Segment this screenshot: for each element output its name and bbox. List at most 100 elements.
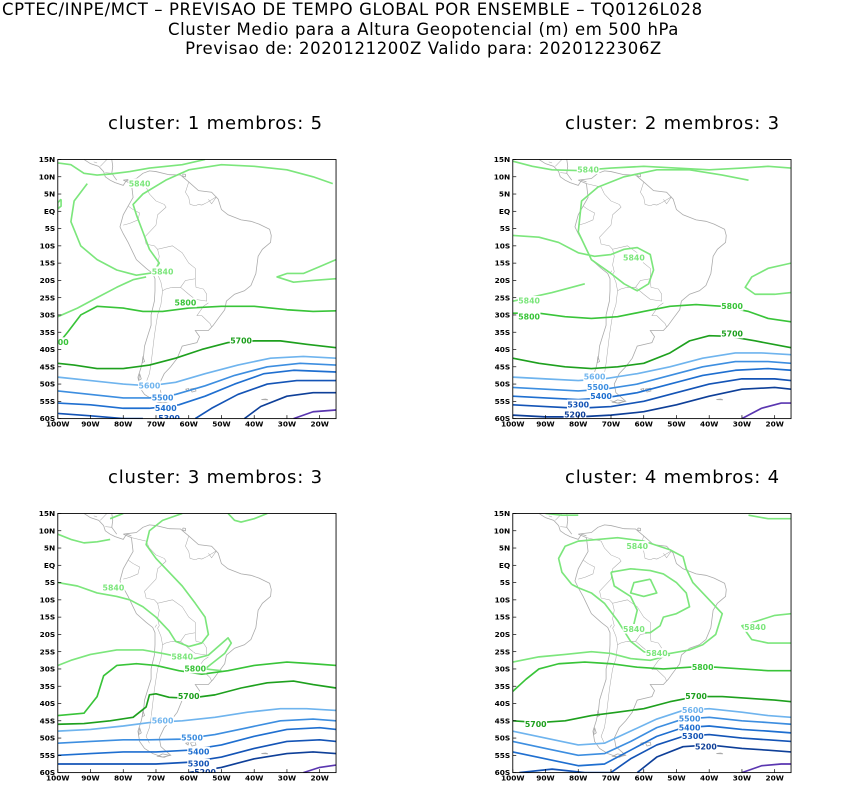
lat-tick-label: 15S [495,613,511,622]
lon-tick-label: 80W [569,773,587,782]
contour-5840 [741,612,792,644]
contour-5100 [741,763,792,773]
lat-tick-label: EQ [44,561,55,570]
lat-tick-label: EQ [499,207,510,216]
panel-title: cluster: 1 membros: 5 [108,113,323,134]
contour-5840 [629,578,658,598]
lat-tick-label: 30S [495,311,511,320]
lon-tick-label: 60W [635,419,653,428]
contour-5500 [57,362,337,399]
lon-tick-label: 60W [635,773,653,782]
contour-5700 [512,334,792,370]
contour-label-5840: 5840 [518,297,540,306]
contour-label-5800: 5800 [721,302,743,311]
lat-tick-label: 40S [495,699,511,708]
contour-label-5840: 5840 [103,583,125,592]
lat-tick-label: 60S [495,414,511,423]
country-borders [548,159,672,390]
lat-tick-label: 20S [495,630,511,639]
lon-tick-label: 100W [46,419,70,428]
contour-5100 [303,764,337,773]
lon-tick-label: 40W [700,419,718,428]
contour-label-5700: 5700 [685,692,707,701]
contour-label-5400: 5400 [188,748,210,757]
panel-title: cluster: 3 membros: 3 [108,467,323,488]
contour-label-5600: 5600 [682,706,704,715]
contour-label-5300: 5300 [567,400,589,409]
contour-label-5600: 5600 [139,381,161,390]
lon-tick-label: 90W [81,773,99,782]
map-4: 5840 5840 5840 5840 5800 5700 5700 560055005400… [494,509,792,782]
lat-tick-label: 25S [40,647,56,656]
lon-tick-label: 90W [536,773,554,782]
contour-5840 [109,513,124,520]
lat-tick-label: EQ [499,561,510,570]
contour-5200 [512,386,792,418]
lat-tick-label: 45S [40,716,56,725]
country-borders [93,513,217,744]
contour-5700 [512,695,792,724]
lat-tick-label: 50S [495,734,511,743]
contour-label-5800: 5800 [47,338,69,347]
header-line-3: Previsao de: 2020121200Z Valido para: 20… [185,39,662,58]
lat-tick-label: 45S [495,716,511,725]
contour-5840 [512,650,671,663]
country-borders [548,513,672,744]
contour-label-5400: 5400 [679,723,701,732]
contour-5840 [57,513,210,648]
lat-tick-label: 30S [495,665,511,674]
contour-label-5400: 5400 [590,392,612,401]
lon-tick-label: 70W [602,773,620,782]
lat-tick-label: 50S [40,734,56,743]
contour-label-5700: 5700 [721,330,743,339]
lat-tick-label: 5S [45,224,55,233]
lat-tick-label: 15S [40,613,56,622]
lat-tick-label: 15S [495,259,511,268]
contour-5700 [57,340,337,370]
lat-tick-label: 5S [500,224,510,233]
lon-tick-label: 100W [46,773,70,782]
contour-5500 [512,360,792,392]
lon-tick-label: 40W [700,773,718,782]
lon-tick-label: 70W [147,419,165,428]
contour-5840 [748,514,792,520]
lat-tick-label: 5N [44,190,55,199]
contour-label-5500: 5500 [587,383,609,392]
lat-tick-label: 10S [40,241,56,250]
lat-tick-label: 60S [40,768,56,777]
contour-5200 [243,391,337,419]
contour-5840 [557,536,724,656]
contour-label-5500: 5500 [152,394,174,403]
lon-tick-label: 80W [114,419,132,428]
contour-5400 [57,369,337,410]
coastline [83,159,272,404]
lon-tick-label: 40W [245,419,263,428]
contour-5800 [512,303,792,323]
contour-label-5300: 5300 [682,732,704,741]
contour-label-5300: 5300 [188,760,210,769]
contour-label-5840: 5840 [577,165,599,174]
lon-tick-label: 40W [245,773,263,782]
lon-tick-label: 50W [667,419,685,428]
lat-tick-label: 60S [40,414,56,423]
contour-5840 [512,160,792,172]
figure-header: CPTEC/INPE/MCT – PREVISAO DE TEMPO GLOBA… [0,0,847,59]
contour-label-5300: 5300 [158,414,180,423]
lat-tick-label: 55S [495,751,511,760]
lat-tick-label: 10N [494,526,510,535]
contour-5700 [57,680,337,726]
contour-label-5840: 5840 [623,254,645,263]
contour-5300 [519,733,792,773]
contour-5840 [610,567,691,634]
contour-label-5700: 5700 [178,692,200,701]
contour-label-5840: 5840 [129,179,151,188]
contour-5840 [57,276,147,318]
lat-tick-label: 30S [40,665,56,674]
lat-tick-label: 55S [495,397,511,406]
contour-label-5500: 5500 [181,734,203,743]
contour-5500 [512,716,792,757]
lon-tick-label: 30W [733,773,751,782]
lon-tick-label: 80W [114,773,132,782]
contour-5840 [276,258,337,283]
